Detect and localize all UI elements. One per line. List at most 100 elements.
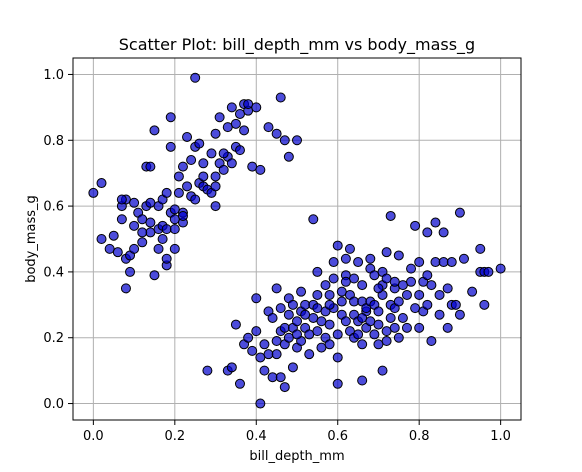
data-point [226,102,237,113]
data-point [385,210,396,221]
data-point [96,234,107,244]
data-point [275,303,286,314]
chart-title: Scatter Plot: bill_depth_mm vs body_mass… [119,35,475,55]
y-axis-label: body_mass_g [24,195,39,283]
data-point [401,289,412,300]
y-tick-label: 0.4 [43,265,64,280]
data-point [165,112,176,123]
data-point [263,122,274,133]
data-point [344,243,355,254]
data-point [365,316,376,327]
data-point [186,155,197,166]
data-point [210,128,221,139]
data-point [454,207,465,218]
data-point [438,227,449,238]
data-point [353,329,364,340]
data-point [234,145,245,156]
data-point [182,181,193,192]
data-point [389,322,400,333]
data-point [259,365,270,376]
data-point [389,276,400,287]
data-point [116,194,127,205]
data-point [312,326,323,337]
data-point [149,270,160,281]
data-point [275,372,286,383]
data-point [304,349,315,360]
data-point [137,237,148,248]
data-point [125,266,136,277]
data-point [340,276,351,287]
data-point [165,141,176,152]
data-point [442,322,453,333]
data-point [332,378,343,389]
data-point [426,336,437,347]
data-point [243,332,254,343]
data-point [340,316,351,327]
data-point [393,332,404,343]
data-point [357,375,368,386]
data-point [96,178,107,189]
data-point [108,230,119,241]
data-point [422,227,433,238]
plot-frame [72,57,522,421]
data-point [414,289,425,300]
data-point [145,217,156,228]
data-point [495,263,506,274]
data-point [190,194,201,205]
y-tick-label: 1.0 [43,68,64,83]
data-point [129,197,140,208]
data-point [479,299,490,310]
data-point [173,171,184,182]
data-point [434,309,445,320]
data-point [414,322,425,333]
data-point [426,280,437,291]
data-point [279,135,290,146]
data-point [255,398,266,409]
data-point [475,243,486,254]
data-point [397,312,408,323]
data-point [328,273,339,284]
data-point [467,286,478,297]
data-point [267,312,278,323]
data-point [190,72,201,83]
data-point [450,299,461,310]
data-point [292,135,302,146]
data-point [149,125,160,136]
data-point [218,148,229,159]
data-point [198,171,209,182]
data-point [332,352,343,363]
data-points [88,72,506,409]
data-point [340,253,351,264]
data-point [177,161,188,172]
data-point [234,378,245,389]
data-point [336,296,347,307]
data-point [271,283,282,294]
data-point [218,164,229,175]
data-point [169,243,180,254]
data-point [210,171,221,182]
data-point [434,289,445,300]
data-point [373,283,384,294]
data-point [287,299,298,310]
x-axis-label: bill_depth_mm [249,449,344,464]
data-point [442,283,453,294]
data-point [206,148,217,159]
data-point [279,382,290,393]
data-point [198,158,209,169]
x-tick-label: 0.6 [327,429,348,444]
data-point [194,138,205,149]
data-point [353,257,364,268]
data-point [406,263,417,274]
data-point [401,322,412,333]
x-tick-label: 0.8 [409,429,430,444]
data-point [369,329,380,340]
data-point [385,312,396,323]
data-point [320,280,331,291]
data-point [406,276,417,287]
data-point [239,125,250,136]
data-point [377,365,388,376]
data-point [210,181,221,192]
data-point [328,257,339,268]
